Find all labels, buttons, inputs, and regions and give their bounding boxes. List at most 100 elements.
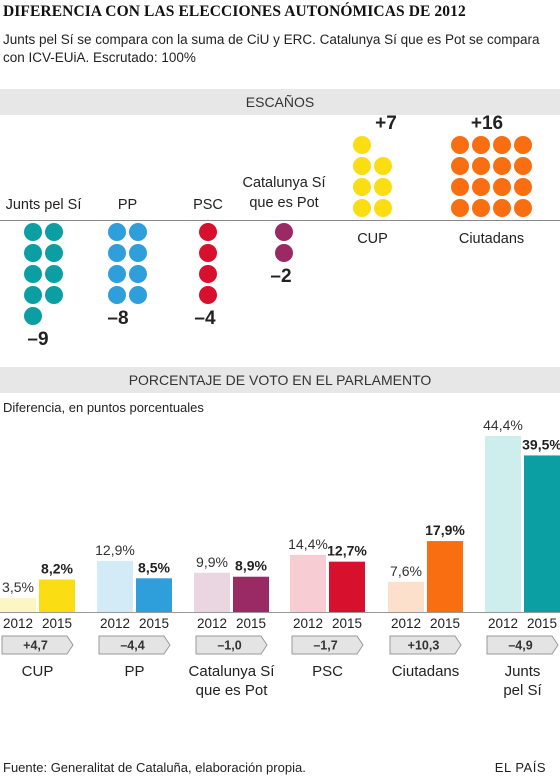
chart-title: DIFERENCIA CON LAS ELECCIONES AUTONÓMICA… — [3, 3, 466, 20]
year-label-2015: 2015 — [236, 616, 266, 631]
year-label-2012: 2012 — [488, 616, 518, 631]
bar-2015 — [136, 578, 172, 612]
year-label-2015: 2015 — [332, 616, 362, 631]
vote-group-pp: 12,9%8,5% 2012 2015 –4,4 PP — [95, 542, 172, 680]
category-label: Ciutadans — [392, 663, 460, 680]
seats-party-label: PSC — [193, 197, 223, 213]
seats-party-label: Catalunya Sí — [242, 175, 325, 191]
seat-dot — [472, 157, 490, 175]
chart-subtitle: Junts pel Sí se compara con la suma de C… — [3, 32, 540, 65]
bar-2012 — [194, 572, 230, 612]
seat-dot — [199, 244, 217, 262]
seats-value-label: –9 — [27, 329, 48, 350]
seat-dot — [45, 286, 63, 304]
seats-group-catalunya-si-que-es-pot: –2 Catalunya Sí que es Pot — [242, 175, 325, 287]
value-label-2012: 44,4% — [483, 417, 523, 433]
difference-label: +4,7 — [23, 639, 48, 653]
seat-dot — [24, 265, 42, 283]
category-label: que es Pot — [196, 682, 269, 699]
category-label: PSC — [312, 663, 343, 680]
seats-axis-line — [0, 220, 560, 221]
seat-dot — [275, 223, 293, 241]
seat-dot — [45, 244, 63, 262]
seat-dot — [472, 136, 490, 154]
seat-dot — [199, 223, 217, 241]
seats-group-psc: –4 PSC — [193, 197, 223, 329]
value-label-2012: 3,5% — [2, 579, 34, 595]
seats-group-ciutadans: +16 Ciutadans — [451, 113, 532, 247]
vote-group-junts-pel-si: 44,4% 39,5% 2012 2015 –4,9 Junts pel Sí — [483, 417, 560, 699]
year-label-2015: 2015 — [527, 616, 557, 631]
bar-2015 — [39, 579, 75, 612]
difference-pill — [195, 635, 268, 655]
seat-dot — [199, 286, 217, 304]
seats-value-label: –4 — [194, 308, 216, 329]
seats-value-label: –8 — [107, 308, 128, 329]
value-label-2012: 9,9% — [196, 554, 228, 570]
footer-source: Fuente: Generalitat de Cataluña, elabora… — [3, 760, 306, 775]
seats-party-label: que es Pot — [249, 195, 318, 211]
seat-dot — [472, 199, 490, 217]
bar-2015 — [427, 541, 463, 612]
vote-group-ciutadans: 7,6% 17,9% 2012 2015 +10,3 Ciutadans — [388, 522, 465, 680]
seat-dot — [374, 157, 392, 175]
year-label-2015: 2015 — [139, 616, 169, 631]
year-label-2012: 2012 — [293, 616, 323, 631]
year-label-2012: 2012 — [391, 616, 421, 631]
seats-party-label: CUP — [357, 231, 388, 247]
seat-dot — [374, 199, 392, 217]
seats-value-label: –2 — [270, 266, 291, 287]
seat-dot — [129, 265, 147, 283]
bar-2012 — [388, 581, 424, 612]
year-label-2012: 2012 — [3, 616, 33, 631]
seats-group-pp: –8 PP — [107, 197, 147, 329]
category-label: PP — [124, 663, 144, 680]
seat-dot — [108, 223, 126, 241]
seat-dot — [493, 178, 511, 196]
seat-dot — [108, 244, 126, 262]
bar-2015 — [329, 561, 365, 612]
seat-dot — [24, 286, 42, 304]
seat-dot — [108, 265, 126, 283]
seat-dot — [199, 265, 217, 283]
value-label-2015: 8,9% — [235, 558, 267, 574]
seat-dot — [374, 178, 392, 196]
bar-2015 — [524, 455, 560, 612]
seats-value-label: +7 — [375, 113, 397, 134]
seats-value-label: +16 — [471, 113, 503, 134]
seat-dot — [514, 157, 532, 175]
bar-2012 — [290, 554, 326, 612]
difference-label: –1,7 — [313, 639, 337, 653]
value-label-2012: 12,9% — [95, 542, 135, 558]
seats-party-label: Ciutadans — [459, 231, 524, 247]
seats-group-junts-pel-si: –9 Junts pel Sí — [6, 197, 82, 350]
value-label-2015: 39,5% — [522, 436, 560, 452]
vote-section-header: PORCENTAJE DE VOTO EN EL PARLAMENTO — [0, 367, 560, 393]
seat-dot — [514, 136, 532, 154]
seat-dot — [514, 178, 532, 196]
seats-section-header: ESCAÑOS — [0, 89, 560, 115]
seat-dot — [451, 199, 469, 217]
seat-dot — [24, 307, 42, 325]
difference-label: –1,0 — [217, 639, 241, 653]
vote-note: Diferencia, en puntos porcentuales — [3, 400, 204, 415]
seat-dot — [353, 157, 371, 175]
difference-label: –4,4 — [120, 639, 144, 653]
difference-pill — [389, 635, 462, 655]
seat-dot — [493, 199, 511, 217]
seat-dot — [129, 244, 147, 262]
difference-pill — [291, 635, 364, 655]
difference-pill — [98, 635, 171, 655]
seat-dot — [108, 286, 126, 304]
seats-party-label: PP — [118, 197, 137, 213]
seat-dot — [45, 223, 63, 241]
seat-dot — [24, 244, 42, 262]
seat-dot — [353, 136, 371, 154]
bar-2012 — [485, 436, 521, 612]
seat-dot — [129, 286, 147, 304]
seat-dot — [24, 223, 42, 241]
value-label-2015: 17,9% — [425, 522, 465, 538]
year-label-2012: 2012 — [197, 616, 227, 631]
